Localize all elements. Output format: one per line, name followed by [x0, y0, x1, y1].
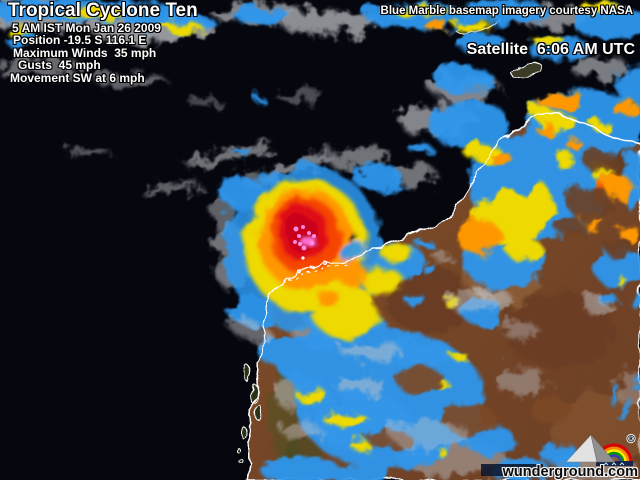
- storm-issued-time: 5 AM IST Mon Jan 26 2009: [12, 21, 161, 35]
- coastline-overlay: [246, 111, 640, 480]
- satellite-time-label: Satellite 6:06 AM UTC: [466, 41, 635, 58]
- cyclone-coldest-tops: [293, 225, 316, 260]
- cloud-layer-gray-top: [227, 292, 611, 449]
- wunderground-logo: ®: [565, 433, 637, 466]
- watermark-bar: [481, 464, 543, 476]
- storm-title: Tropical Cyclone Ten: [8, 0, 198, 21]
- pyramid-icon: [565, 434, 616, 463]
- storm-max-winds: Maximum Winds 35 mph: [13, 45, 157, 60]
- rainbow-base-marks: [603, 462, 625, 466]
- storm-info-panel: Tropical Cyclone Ten 5 AM IST Mon Jan 26…: [6, 0, 198, 85]
- storm-gusts: Gusts 45 mph: [18, 58, 101, 73]
- watermark-text: wunderground.com: [502, 464, 638, 480]
- island-north: [511, 61, 544, 79]
- storm-position: Position -19.5 S 116.1 E: [13, 33, 147, 48]
- storm-movement: Movement SW at 6 mph: [10, 70, 145, 85]
- basemap-credit: Blue Marble basemap imagery courtesy NAS…: [380, 5, 633, 17]
- registered-mark: ®: [626, 434, 636, 445]
- coastline-dampier-islands: [287, 261, 346, 281]
